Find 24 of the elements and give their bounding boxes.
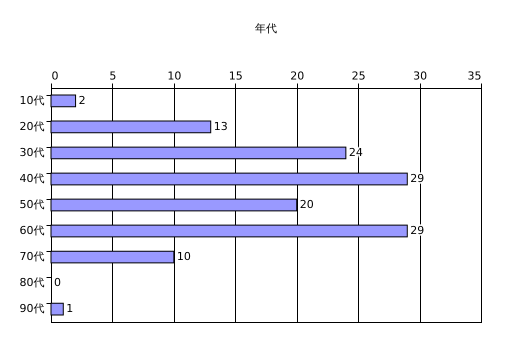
- data-label: 1: [66, 302, 74, 316]
- x-tick-label: 35: [468, 70, 482, 82]
- y-tick-label: 20代: [20, 120, 44, 133]
- data-label: 2: [78, 94, 86, 107]
- y-tick-label: 70代: [20, 250, 44, 264]
- y-tick-label: 90代: [20, 302, 44, 316]
- data-label: 10: [176, 250, 191, 264]
- data-label: 0: [54, 276, 61, 290]
- x-tick-label: 25: [352, 70, 366, 82]
- x-tick-label: 15: [228, 70, 243, 82]
- data-label: 20: [300, 198, 314, 211]
- y-tick-label: 10代: [20, 94, 44, 107]
- data-label: 13: [214, 120, 228, 133]
- x-tick-label: 10: [167, 70, 182, 82]
- y-tick-label: 50代: [20, 198, 44, 211]
- y-tick-label: 30代: [20, 146, 44, 159]
- x-tick-label: 30: [413, 70, 428, 82]
- chart-title: 年代: [255, 22, 277, 35]
- y-tick-label: 80代: [20, 276, 44, 290]
- x-tick-label: 20: [290, 70, 304, 82]
- x-tick-label: 0: [52, 70, 58, 82]
- y-tick-label: 40代: [20, 172, 44, 185]
- x-tick-label: 5: [109, 70, 116, 82]
- y-tick-label: 60代: [20, 224, 44, 238]
